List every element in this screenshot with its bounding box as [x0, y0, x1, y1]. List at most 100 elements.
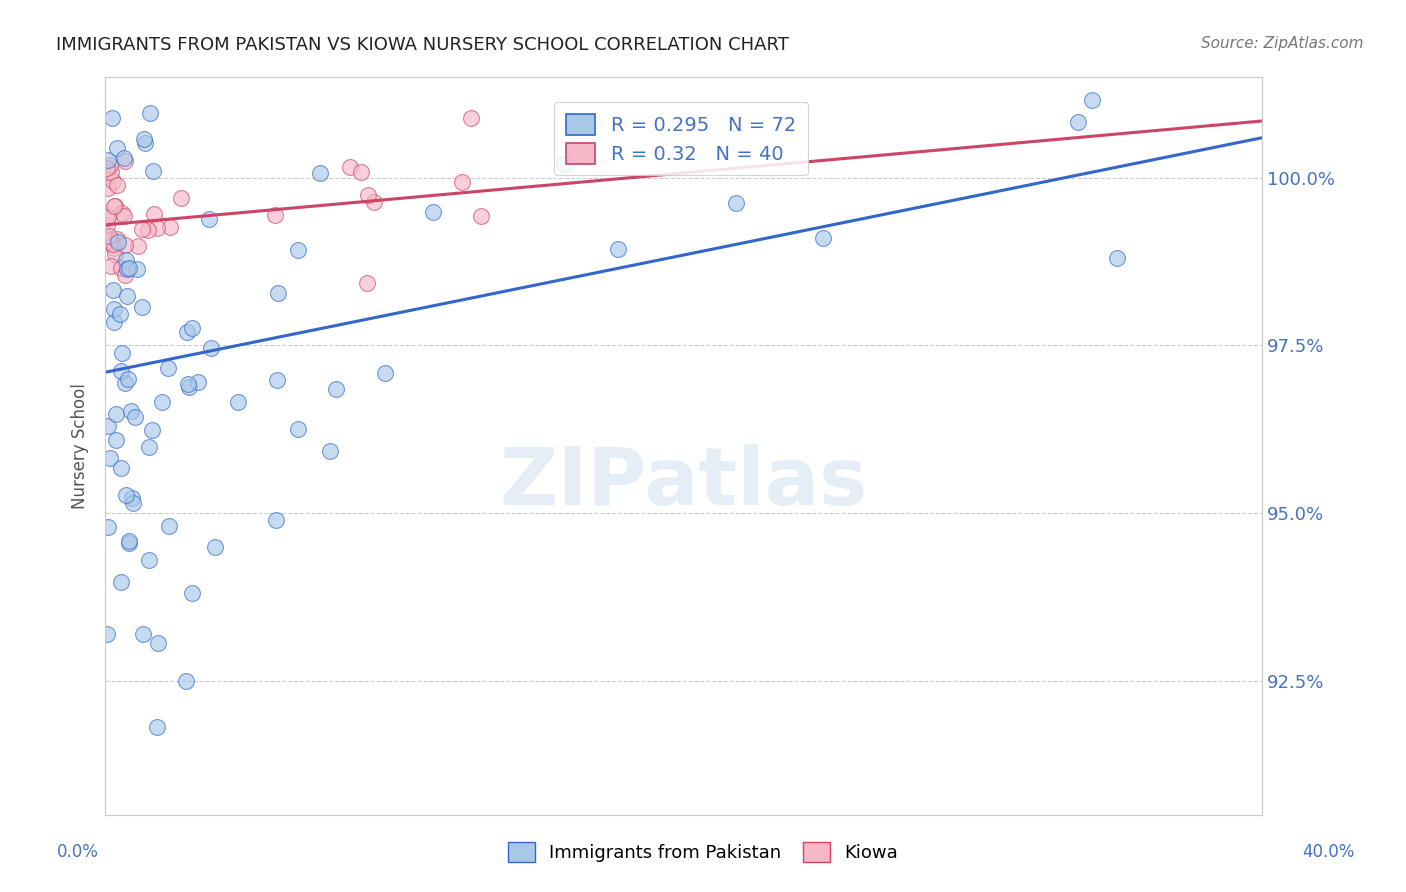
Point [100, 259, 122, 273]
Point [98, 232, 121, 246]
Point [139, 105, 162, 120]
Point [124, 409, 146, 424]
Point [339, 160, 361, 174]
Point [101, 111, 124, 125]
Point [319, 444, 342, 458]
Point [105, 141, 128, 155]
Point [226, 395, 249, 409]
Point [103, 174, 125, 188]
Point [187, 375, 209, 389]
Point [105, 231, 128, 245]
Text: Source: ZipAtlas.com: Source: ZipAtlas.com [1201, 36, 1364, 51]
Point [127, 238, 149, 252]
Point [111, 346, 134, 360]
Point [204, 540, 226, 554]
Point [143, 206, 166, 220]
Point [105, 178, 128, 192]
Point [131, 222, 153, 236]
Point [138, 553, 160, 567]
Point [150, 395, 173, 409]
Point [287, 422, 309, 436]
Point [117, 372, 139, 386]
Point [170, 190, 193, 204]
Point [115, 289, 138, 303]
Point [98, 451, 121, 466]
Point [157, 360, 180, 375]
Point [177, 377, 200, 392]
Point [142, 164, 165, 178]
Point [325, 382, 347, 396]
Point [103, 315, 125, 329]
Point [181, 320, 204, 334]
Point [96, 627, 118, 641]
Text: 0.0%: 0.0% [56, 843, 98, 861]
Point [115, 252, 138, 267]
Point [114, 154, 136, 169]
Point [118, 534, 141, 549]
Point [1107, 251, 1129, 265]
Point [131, 300, 153, 314]
Point [422, 205, 444, 219]
Point [997, 40, 1019, 54]
Point [553, 157, 575, 171]
Point [121, 491, 143, 505]
Point [132, 132, 155, 146]
Point [107, 235, 129, 249]
Point [105, 408, 128, 422]
Point [115, 262, 138, 277]
Point [460, 112, 482, 126]
Point [105, 433, 128, 447]
Point [350, 165, 373, 179]
Point [811, 231, 834, 245]
Point [103, 241, 125, 255]
Point [110, 574, 132, 589]
Point [100, 165, 122, 179]
Point [114, 238, 136, 252]
Point [322, 62, 344, 76]
Point [110, 461, 132, 475]
Point [357, 188, 380, 202]
Point [146, 721, 169, 735]
Point [98, 229, 121, 244]
Point [111, 206, 134, 220]
Point [96, 218, 118, 232]
Point [110, 364, 132, 378]
Text: 40.0%: 40.0% [1302, 843, 1355, 861]
Point [103, 302, 125, 317]
Point [118, 536, 141, 550]
Point [157, 519, 180, 533]
Legend: Immigrants from Pakistan, Kiowa: Immigrants from Pakistan, Kiowa [501, 835, 905, 870]
Point [112, 151, 135, 165]
Point [267, 285, 290, 300]
Point [145, 21, 167, 36]
Point [146, 220, 169, 235]
Point [120, 404, 142, 418]
Point [198, 212, 221, 227]
Point [374, 366, 396, 380]
Point [134, 136, 156, 151]
Point [606, 242, 628, 256]
Point [136, 223, 159, 237]
Point [110, 307, 132, 321]
Legend: R = 0.295   N = 72, R = 0.32   N = 40: R = 0.295 N = 72, R = 0.32 N = 40 [554, 102, 808, 176]
Point [451, 175, 474, 189]
Point [97, 210, 120, 224]
Point [103, 199, 125, 213]
Point [115, 488, 138, 502]
Point [97, 153, 120, 167]
Point [97, 181, 120, 195]
Point [174, 673, 197, 688]
Point [101, 283, 124, 297]
Point [101, 237, 124, 252]
Point [96, 211, 118, 226]
Point [264, 512, 287, 526]
Point [177, 380, 200, 394]
Point [110, 261, 132, 276]
Point [287, 243, 309, 257]
Point [363, 194, 385, 209]
Point [1066, 114, 1088, 128]
Point [104, 199, 127, 213]
Point [96, 161, 118, 175]
Point [114, 268, 136, 283]
Point [470, 209, 492, 223]
